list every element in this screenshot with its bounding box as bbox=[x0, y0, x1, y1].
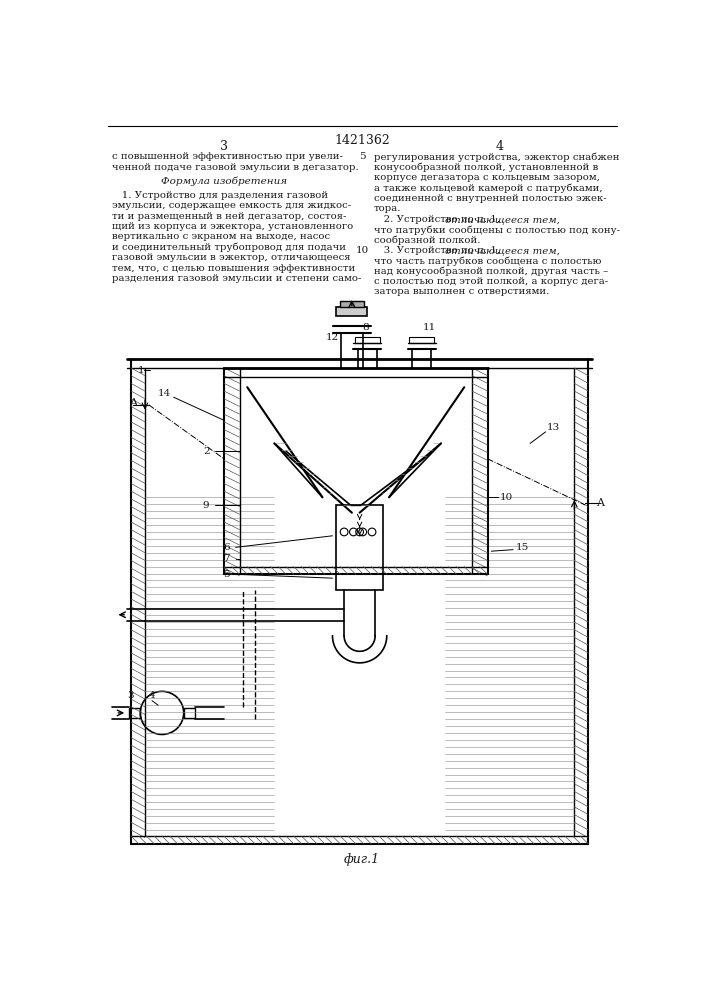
Text: 1. Устройство для разделения газовой: 1. Устройство для разделения газовой bbox=[112, 191, 328, 200]
Text: корпусе дегазатора с кольцевым зазором,: корпусе дегазатора с кольцевым зазором, bbox=[373, 173, 600, 182]
Bar bbox=[337, 505, 383, 590]
Text: 3. Устройство по п. 1,: 3. Устройство по п. 1, bbox=[373, 246, 503, 255]
Text: газовой эмульсии в эжектор, отличающееся: газовой эмульсии в эжектор, отличающееся bbox=[112, 253, 350, 262]
Bar bbox=[409, 337, 434, 343]
Text: отличающееся тем,: отличающееся тем, bbox=[445, 215, 560, 224]
Text: эмульсии, содержащее емкость для жидкос-: эмульсии, содержащее емкость для жидкос- bbox=[112, 201, 351, 210]
Text: 6: 6 bbox=[223, 543, 230, 552]
Bar bbox=[129, 708, 140, 718]
Text: что патрубки сообщены с полостью под кону-: что патрубки сообщены с полостью под кон… bbox=[373, 225, 619, 235]
Text: и соединительный трубопровод для подачи: и соединительный трубопровод для подачи bbox=[112, 243, 346, 252]
Text: A: A bbox=[129, 398, 137, 408]
Text: 7: 7 bbox=[223, 554, 230, 563]
Text: 4: 4 bbox=[148, 691, 156, 700]
Text: соединенной с внутренней полостью эжек-: соединенной с внутренней полостью эжек- bbox=[373, 194, 606, 203]
Text: 4: 4 bbox=[495, 140, 503, 153]
Text: 10: 10 bbox=[501, 493, 513, 502]
Bar bbox=[355, 337, 380, 343]
Bar bbox=[340, 301, 363, 307]
Text: 10: 10 bbox=[356, 246, 368, 255]
Text: 3: 3 bbox=[128, 691, 134, 700]
Text: фиг.1: фиг.1 bbox=[344, 853, 380, 866]
Text: 14: 14 bbox=[158, 389, 171, 398]
Text: над конусообразной полкой, другая часть –: над конусообразной полкой, другая часть … bbox=[373, 267, 608, 276]
Text: 9: 9 bbox=[203, 500, 209, 510]
Text: 11: 11 bbox=[423, 323, 436, 332]
Text: с повышенной эффективностью при увели-: с повышенной эффективностью при увели- bbox=[112, 152, 342, 161]
Text: конусообразной полкой, установленной в: конусообразной полкой, установленной в bbox=[373, 163, 598, 172]
Text: сообразной полкой.: сообразной полкой. bbox=[373, 235, 480, 245]
Text: 15: 15 bbox=[515, 543, 529, 552]
Text: 3: 3 bbox=[220, 140, 228, 153]
Text: 1421362: 1421362 bbox=[334, 134, 390, 147]
Text: что часть патрубков сообщена с полостью: что часть патрубков сообщена с полостью bbox=[373, 256, 601, 266]
Text: с полостью под этой полкой, а корпус дега-: с полостью под этой полкой, а корпус дег… bbox=[373, 277, 608, 286]
Bar bbox=[184, 708, 195, 718]
Text: 2: 2 bbox=[203, 447, 209, 456]
Text: тем, что, с целью повышения эффективности: тем, что, с целью повышения эффективност… bbox=[112, 264, 355, 273]
Text: 5: 5 bbox=[358, 152, 366, 161]
Text: 12: 12 bbox=[326, 333, 339, 342]
Text: 8: 8 bbox=[363, 323, 369, 332]
Text: затора выполнен с отверстиями.: затора выполнен с отверстиями. bbox=[373, 287, 549, 296]
Text: а также кольцевой камерой с патрубками,: а также кольцевой камерой с патрубками, bbox=[373, 184, 602, 193]
Text: 1: 1 bbox=[138, 366, 144, 375]
Text: тора.: тора. bbox=[373, 204, 401, 213]
Text: ти и размещенный в ней дегазатор, состоя-: ти и размещенный в ней дегазатор, состоя… bbox=[112, 212, 346, 221]
Text: регулирования устройства, эжектор снабжен: регулирования устройства, эжектор снабже… bbox=[373, 152, 619, 162]
Text: 13: 13 bbox=[547, 424, 560, 432]
Text: 5: 5 bbox=[223, 570, 230, 579]
Text: щий из корпуса и эжектора, установленного: щий из корпуса и эжектора, установленног… bbox=[112, 222, 353, 231]
Bar bbox=[337, 307, 368, 316]
Text: ченной подаче газовой эмульсии в дегазатор.: ченной подаче газовой эмульсии в дегазат… bbox=[112, 163, 358, 172]
Text: Формула изобретения: Формула изобретения bbox=[161, 176, 287, 186]
Text: вертикально с экраном на выходе, насос: вертикально с экраном на выходе, насос bbox=[112, 232, 329, 241]
Text: разделения газовой эмульсии и степени само-: разделения газовой эмульсии и степени са… bbox=[112, 274, 361, 283]
Text: отличающееся тем,: отличающееся тем, bbox=[445, 246, 560, 255]
Text: 2. Устройство по п. 1,: 2. Устройство по п. 1, bbox=[373, 215, 503, 224]
Text: A: A bbox=[596, 498, 604, 508]
